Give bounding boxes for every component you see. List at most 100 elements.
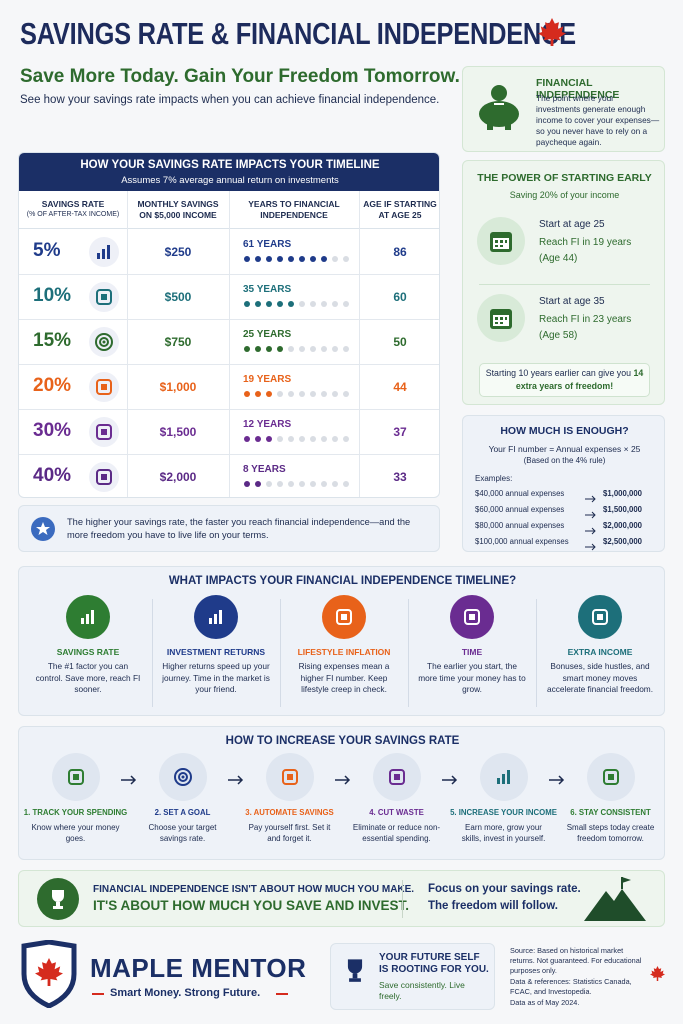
arrow <box>585 538 597 556</box>
column-rule <box>229 191 230 497</box>
row-rule <box>19 364 439 365</box>
dot-empty <box>299 301 305 307</box>
dot-empty <box>332 256 338 262</box>
dot-filled <box>310 256 316 262</box>
promo-title: YOUR FUTURE SELF IS ROOTING FOR YOU. <box>379 952 489 975</box>
fi-title: FINANCIAL INDEPENDENCE <box>536 77 620 101</box>
table-subtitle: Assumes 7% average annual return on inve… <box>121 175 339 186</box>
rate: 20% <box>33 375 72 396</box>
dot-filled <box>288 256 294 262</box>
date: Data as of May 2024. <box>510 998 580 1007</box>
dot-empty <box>332 481 338 487</box>
arrow <box>585 490 597 508</box>
steps-box: HOW TO INCREASE YOUR SAVINGS RATE 1. TRA… <box>18 726 665 860</box>
dot-filled <box>266 346 272 352</box>
column-header: MONTHLY SAVINGS ON $5,000 INCOME <box>137 199 219 220</box>
dot-filled <box>277 301 283 307</box>
step-title: 5. INCREASE YOUR INCOME <box>450 808 557 817</box>
column-rule <box>127 191 128 497</box>
early-title: THE POWER OF STARTING EARLY <box>477 172 652 184</box>
dot-empty <box>332 301 338 307</box>
banner: FINANCIAL INDEPENDENCE ISN'T ABOUT HOW M… <box>18 870 665 927</box>
scenario-start: Start at age 35 <box>539 296 605 307</box>
step-arrow <box>335 772 351 790</box>
dot-empty <box>277 481 283 487</box>
example-number: $1,000,000 <box>603 489 643 498</box>
table-note: The higher your savings rate, the faster… <box>18 505 440 552</box>
example-expense: $100,000 annual expenses <box>475 537 569 546</box>
dot-empty <box>288 481 294 487</box>
dot-empty <box>321 436 327 442</box>
maple-leaf <box>538 18 566 46</box>
dot-empty <box>321 391 327 397</box>
dot-filled <box>244 256 250 262</box>
impact-text: Bonuses, side hustles, and smart money m… <box>546 661 654 694</box>
dot-filled <box>288 301 294 307</box>
scenario-rule <box>479 284 650 285</box>
age: 37 <box>393 425 407 439</box>
dot-filled <box>266 436 272 442</box>
dot-filled <box>299 256 305 262</box>
column-note: (% OF AFTER-TAX INCOME) <box>26 211 120 218</box>
dot-filled <box>266 301 272 307</box>
dot-empty <box>310 436 316 442</box>
example-number: $2,500,000 <box>603 537 643 546</box>
dot-filled <box>244 391 250 397</box>
rule-left <box>92 993 104 995</box>
examples-label: Examples: <box>475 474 513 483</box>
impact-icon <box>322 595 366 639</box>
trophy-icon <box>37 878 79 920</box>
monthly: $250 <box>164 245 192 259</box>
banner-line2: IT'S ABOUT HOW MUCH YOU SAVE AND INVEST. <box>93 898 409 913</box>
row-rule <box>19 274 439 275</box>
column-rule <box>152 599 153 707</box>
impact-icon <box>450 595 494 639</box>
piggy-icon <box>473 81 525 133</box>
dot-empty <box>299 346 305 352</box>
scenario-age: (Age 44) <box>539 253 578 264</box>
example-expense: $40,000 annual expenses <box>475 489 565 498</box>
dot-empty <box>266 481 272 487</box>
impact-title: TIME <box>461 647 483 657</box>
dot-empty <box>277 391 283 397</box>
example-number: $2,000,000 <box>603 521 643 530</box>
rate-icon <box>89 462 119 492</box>
banner-line1: FINANCIAL INDEPENDENCE ISN'T ABOUT HOW M… <box>93 884 415 895</box>
early-box: THE POWER OF STARTING EARLY Saving 20% o… <box>462 160 665 405</box>
calendar-icon <box>477 217 525 265</box>
dot-empty <box>288 436 294 442</box>
dot-filled <box>255 436 261 442</box>
example-number: $1,500,000 <box>603 505 643 514</box>
dot-empty <box>343 481 349 487</box>
step-text: Earn more, grow your skills, invest in y… <box>461 823 546 843</box>
rate-icon <box>89 372 119 402</box>
column-header: YEARS TO FINANCIAL INDEPENDENCE <box>248 199 340 220</box>
banner-right2: The freedom will follow. <box>428 900 558 912</box>
promo-trophy <box>347 959 363 982</box>
small-leaf <box>650 966 665 981</box>
dot-filled <box>255 301 261 307</box>
scenario-age: (Age 58) <box>539 330 578 341</box>
arrow <box>585 522 597 540</box>
callout-text: Starting 10 years earlier can give you <box>485 368 631 378</box>
step-icon <box>372 753 421 801</box>
promo-text: Save consistently. Live freely. <box>379 980 465 1001</box>
dot-filled <box>255 481 261 487</box>
step-icon <box>158 753 207 801</box>
age: 60 <box>393 290 407 304</box>
age: 44 <box>393 380 407 394</box>
dot-filled <box>266 391 272 397</box>
monthly: $500 <box>164 290 192 304</box>
dot-empty <box>310 391 316 397</box>
dot-empty <box>299 436 305 442</box>
age: 33 <box>393 470 407 484</box>
column-rule <box>280 599 281 707</box>
timeline-table: HOW YOUR SAVINGS RATE IMPACTS YOUR TIMEL… <box>18 152 440 498</box>
step-title: 6. STAY CONSISTENT <box>570 808 651 817</box>
dot-empty <box>321 346 327 352</box>
step-text: Eliminate or reduce non-essential spendi… <box>352 823 441 843</box>
fi-box: FINANCIAL INDEPENDENCE The point where y… <box>462 66 665 152</box>
impact-title: SAVINGS RATE <box>56 647 120 657</box>
step-icon <box>265 753 314 801</box>
